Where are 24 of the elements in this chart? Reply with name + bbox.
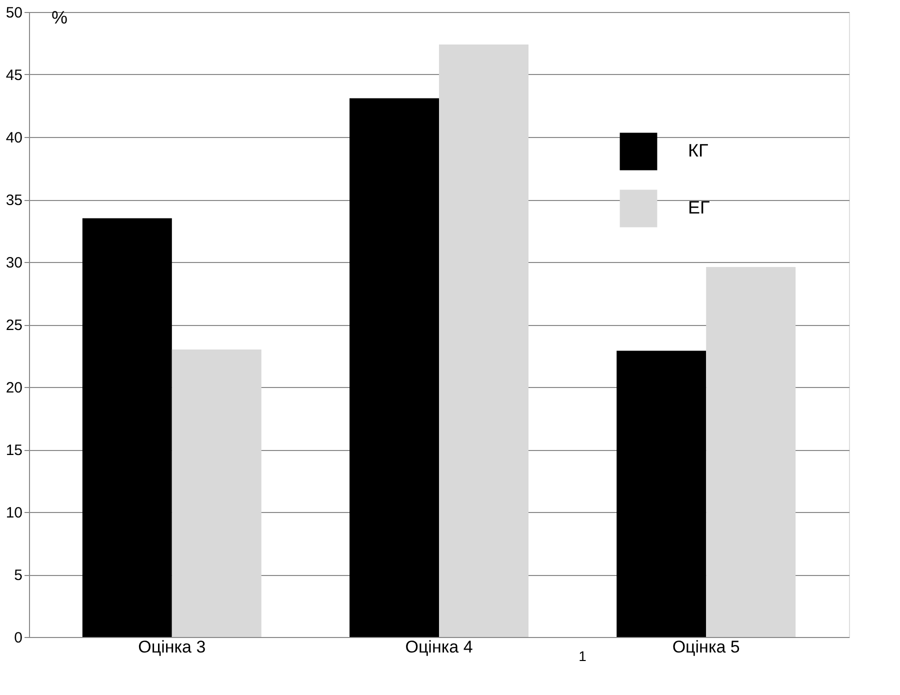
y-tick-label: 5 [14, 567, 22, 584]
y-tick-label: 50 [6, 4, 22, 22]
bar [439, 44, 528, 637]
y-tick-label: 20 [6, 380, 22, 396]
legend-label: КГ [688, 140, 708, 160]
bar [172, 350, 262, 637]
x-tick-label: Оцінка 4 [405, 638, 473, 656]
y-tick-label: 40 [6, 130, 22, 146]
bar [706, 267, 796, 637]
y-tick-label: 0 [14, 630, 22, 646]
y-tick-label: 25 [6, 317, 22, 334]
y-tick-label: 35 [6, 192, 22, 209]
y-tick-label: 15 [6, 442, 22, 459]
legend-label: ЕГ [688, 198, 710, 218]
x-tick-label: Оцінка 3 [138, 638, 206, 656]
y-tick-label: 30 [6, 254, 22, 272]
y-tick-label: 10 [6, 504, 22, 522]
text: 1 [578, 648, 587, 664]
x-tick-label: Оцінка 5 [672, 638, 740, 656]
y-axis-title: % [51, 8, 68, 28]
y-tick-label: 45 [6, 67, 22, 84]
bar [616, 350, 706, 637]
bar [82, 218, 172, 637]
bar [350, 98, 439, 637]
